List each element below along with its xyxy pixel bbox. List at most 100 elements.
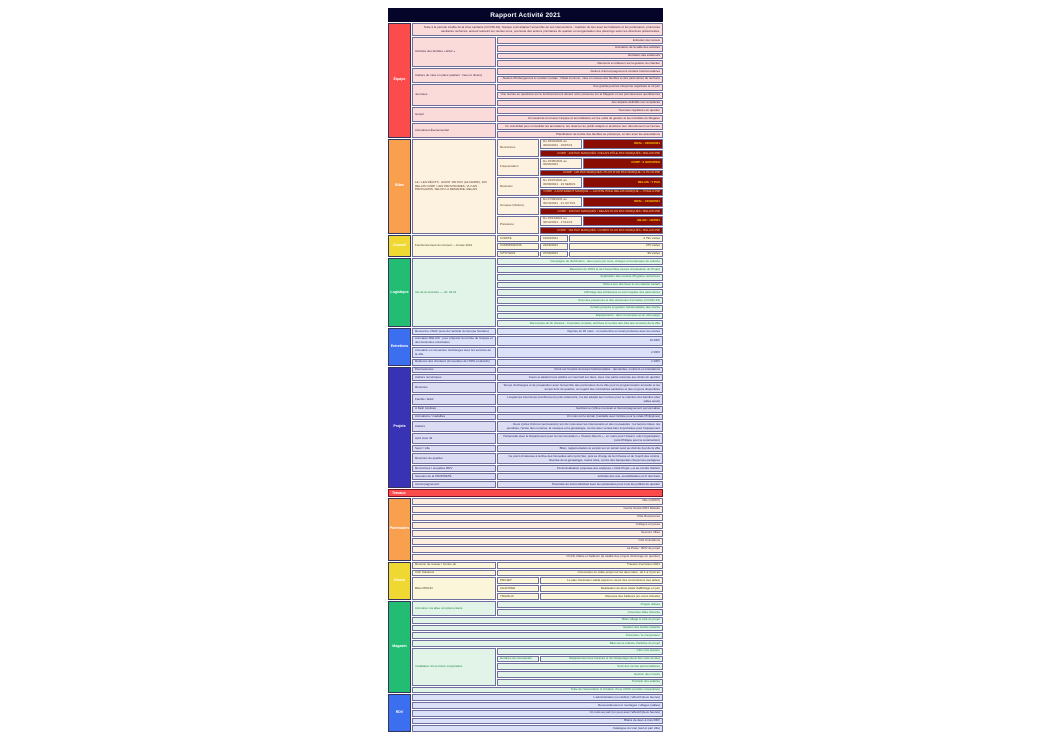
table-row: Famille / Elixir Longtemps interrompu (co… [412, 394, 663, 405]
cell: Activités des ans, sensibilisation et tr… [497, 473, 663, 480]
table-row: Du 07/09/2021 au 30/10/2021 · 21 OCT/21 O… [540, 196, 663, 207]
row-group-label: Rencontres [497, 138, 539, 157]
cell: Collèges et lycées [412, 521, 663, 529]
row-group-label: Animations Évènementiel [412, 123, 496, 138]
cell: 96 visites [569, 250, 663, 258]
section-content: Permanences Point sur l'emploi du temps h… [412, 366, 663, 488]
cell: Bilans de deux à trois RDV [412, 717, 663, 725]
cell: CORP : 129 PAX MARQUÉS / RELAIS PÔLE PAX… [540, 150, 663, 157]
section-label-partenaires: Partenaires [388, 497, 411, 561]
table-row: Ateliers Deux cycles (tricot et percussio… [412, 421, 663, 433]
cell: Ateliers d'accompagnement scolaire hebdo… [497, 68, 663, 75]
row-group-rows: Projets utilisés Ouverture Allée Gérante [497, 601, 663, 616]
cell: Du 15/05/2021 au 30/06/2021 [540, 158, 582, 169]
row-group-label: Bilan PROJO [412, 577, 496, 601]
table-row: Une grande journée citoyenne organisée l… [497, 83, 663, 91]
table-row: Réunion de réseau / Centre de Travaux d'e… [412, 561, 663, 569]
table-row: CORP : AJUSTEMENT MARQUÉ — AJUSTÉ PÔLE R… [540, 188, 663, 196]
row-group-label: Installation d'une future coopérative [412, 647, 496, 686]
cell: Réunions du 15/03 et de l'Assemblée (tem… [497, 266, 663, 273]
table-row: Équipements : deux remorques et un vélo-… [497, 312, 663, 320]
table-row: CORP : 109 PAX MARQUÉS / RELAIS PLUS PAX… [540, 208, 663, 215]
cell: Ateliers numériques [412, 374, 496, 382]
cell: 1 RDV [497, 358, 663, 366]
cell: Du 18/01/2021 au 30/04/2021 · 19/07/21 [540, 138, 582, 150]
table-row: Gestion des stocks restants [412, 624, 663, 632]
row-group-rows: Une grande journée citoyenne organisée l… [497, 83, 663, 107]
row-group: Goupil Tournées régulières du quartier Un … [412, 107, 663, 122]
cell: Suivi des ventes personnalisées [497, 663, 663, 670]
cell: Mise à jour des baux et du matériel roul… [497, 281, 663, 289]
cell: Du 15/11/2021 au 30/12/2021 · 17/12/21 [540, 215, 582, 227]
row-group-rows: Ateliers d'accompagnement scolaire hebdo… [497, 68, 663, 83]
cell: Recomptes de fin d'année : inventaire co… [497, 320, 663, 327]
section-label-logistique: Logistique [388, 258, 411, 327]
table-row: April crew 42 Partenariat avec le Départe… [412, 433, 663, 445]
cell: 07/09/2021 [540, 250, 568, 258]
table-row: Pôle Ressources [412, 513, 663, 521]
cell: Famille / Elixir [412, 394, 496, 405]
table-row: Animation RELAIS : pour préparer la rent… [412, 335, 663, 347]
cell: Secours Villes [412, 529, 663, 537]
cell: 19/03/2021 [540, 235, 568, 242]
cell: Animations / médailles [412, 413, 496, 421]
cell: Gestion des circuits [497, 671, 663, 678]
cell: Ateliers d'hébergement à vocation social… [497, 75, 663, 83]
table-row: CAF Animations [412, 537, 663, 545]
section-entretiens: Entretiens Rencontre CNAV (suivi de l'act… [388, 328, 663, 366]
cell: Une remise en questions sur le fonctionn… [497, 91, 663, 99]
table-row: Centre Social 2021 Rebelle [412, 505, 663, 513]
table-row: Suivi des ventes personnalisées [497, 663, 663, 670]
cell: CORP : 120 PAX MARQUÉS / PLUS D'UN PAX M… [540, 169, 663, 177]
cell: Temps d'échanges et de préparation avec … [497, 382, 663, 394]
table-row: Un travail de fond avec l'équipe et les … [497, 115, 663, 122]
row-group-rows: COMITÉ 19/03/2021 2 791 visites COMMISSIONS… [497, 235, 663, 258]
table-row: Tournées régulières du quartier [497, 107, 663, 114]
cell: 2 RDV [497, 347, 663, 358]
row-group: LE / LES RÉCITS : AVANT 150 PAX (LE MARD… [412, 138, 663, 234]
report-sheet: Rapport Activité 2021 Équipe Suite à la p… [388, 8, 663, 732]
cell: Point sur l'emploi du temps hebdomadaire… [497, 366, 663, 374]
cell: La Poste : RDV de projet [412, 545, 663, 553]
cell: Projets utilisés [497, 601, 663, 608]
table-row: Réunions et réflexion sur la gestion du … [497, 60, 663, 67]
cell: ORAL : 23/04/2021 [583, 138, 663, 150]
cell: Poursuite du suivi individuel avec les p… [497, 481, 663, 488]
cell: Réponse des bailleurs (en cours d'étude) [540, 593, 663, 601]
cell: Rencontre CNAV (suivi de l'activité du G… [412, 328, 496, 335]
row-group-rows: PROJET Le plan d'entretien validé (après … [497, 577, 663, 601]
cell: Horaires de nouveautés [497, 655, 539, 663]
row-group-label: Prévisions [497, 215, 539, 234]
table-row: Achats groupés et gestion hebdomadaire d… [497, 304, 663, 312]
table-row: Un mois au pair (un peu) avec l'effectif… [412, 709, 663, 717]
row-group-label: Groupes (Clôture) [497, 196, 539, 215]
cell: Du 19/07/2021 au 30/08/2021 · 19 SEM/21 [540, 177, 582, 188]
cell: 2 791 visites [569, 235, 663, 242]
row-group-label: Fréquentation [497, 158, 539, 177]
cell: CORP : 2 GROUPES [583, 158, 663, 169]
section-divers: Divers Réunion de réseau / Centre de Trava… [388, 561, 663, 601]
section-label-conseil: Conseil [388, 235, 411, 258]
cell: Travaux d'entretien 2021 [497, 561, 663, 569]
cell: Achats groupés et gestion hebdomadaire d… [497, 304, 663, 312]
row-group: Animation via allée complémentaire Projet… [412, 601, 663, 616]
cell: Gardons le rythme mensuel et l'accompagn… [497, 405, 663, 413]
section-content: Suite à la période inédite de la crise s… [412, 23, 663, 138]
banner-travaux: Travaux [388, 488, 663, 497]
cell: Aux départs définitifs non remplacés [497, 99, 663, 107]
row-group-label: Animation via allée complémentaire [412, 601, 496, 616]
row-group-label: LE / LES RÉCITS : AVANT 150 PAX (LE MARD… [412, 138, 496, 234]
table-row: Semaine de la PROPRETÉ Activités des ans,… [412, 473, 663, 480]
table-row: Relances des chantiers (immeubles de l'O… [412, 358, 663, 366]
row-group-rows: Du 15/05/2021 au 30/06/2021 CORP : 2 GROU… [540, 158, 663, 177]
cell: Centre Social 2021 Rebelle [412, 505, 663, 513]
cell: Le plan d'entretien validé (après le ret… [540, 577, 663, 585]
cell: Ouverture Allée Gérante [497, 609, 663, 616]
cell: Portraits des salariés [497, 678, 663, 686]
cell: Poursuite / le composteur [412, 632, 663, 639]
section-label-rdv: RDV [388, 694, 411, 732]
cell: Gestion des stocks restants [412, 624, 663, 632]
cell: Ville (CROIX) [412, 497, 663, 505]
cell: Suivi des présences et des protocoles d'… [497, 297, 663, 304]
cell: Du 07/09/2021 au 30/10/2021 · 21 OCT/21 [540, 196, 582, 207]
